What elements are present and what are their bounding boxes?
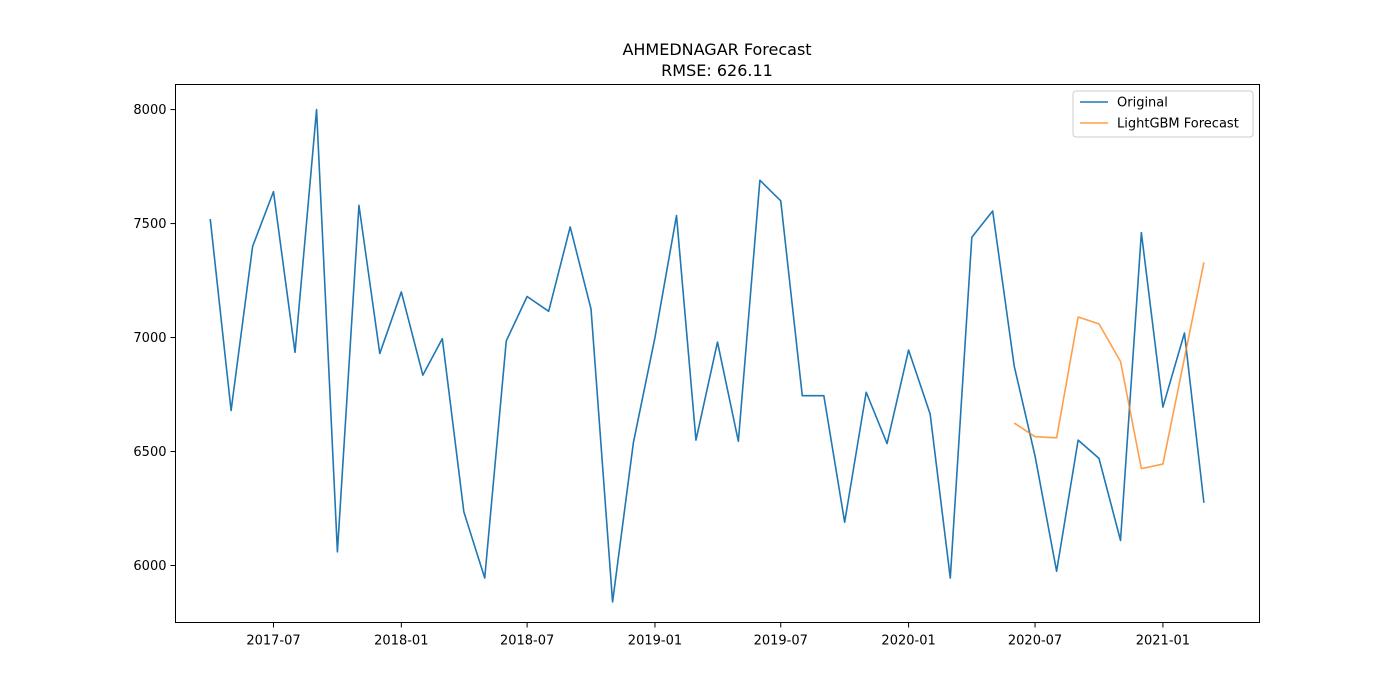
x-tick-label: 2021-01 [1136,634,1190,649]
x-tick-label: 2019-01 [628,634,682,649]
y-tick-label: 7000 [133,331,166,346]
x-tick-label: 2019-07 [754,634,808,649]
series-line-original [209,108,1205,603]
y-tick-label: 8000 [133,103,166,118]
x-tick-label: 2020-01 [881,634,935,649]
x-axis: 2017-07 2018-01 2018-07 2019-01 2019-07 2020-… [246,622,1190,649]
y-tick-label: 7500 [133,217,166,232]
plot-frame [175,84,1260,623]
legend-label-original: Original [1117,96,1168,111]
legend: Original LightGBM Forecast [1072,90,1254,138]
x-tick-label: 2018-07 [500,634,554,649]
y-tick-label: 6000 [133,559,166,574]
series-line-lightgbm-forecast [1013,262,1205,470]
y-tick-label: 6500 [133,445,166,460]
chart-title: AHMEDNAGAR Forecast [622,40,811,59]
x-tick-label: 2020-07 [1008,634,1062,649]
y-axis: 6000 6500 7000 7500 8000 [133,103,176,574]
x-tick-label: 2018-01 [374,634,428,649]
legend-box [1072,90,1254,138]
plot-lines [209,108,1205,603]
chart-subtitle: RMSE: 626.11 [661,61,773,80]
legend-label-lightgbm-forecast: LightGBM Forecast [1117,117,1239,132]
x-tick-label: 2017-07 [246,634,300,649]
